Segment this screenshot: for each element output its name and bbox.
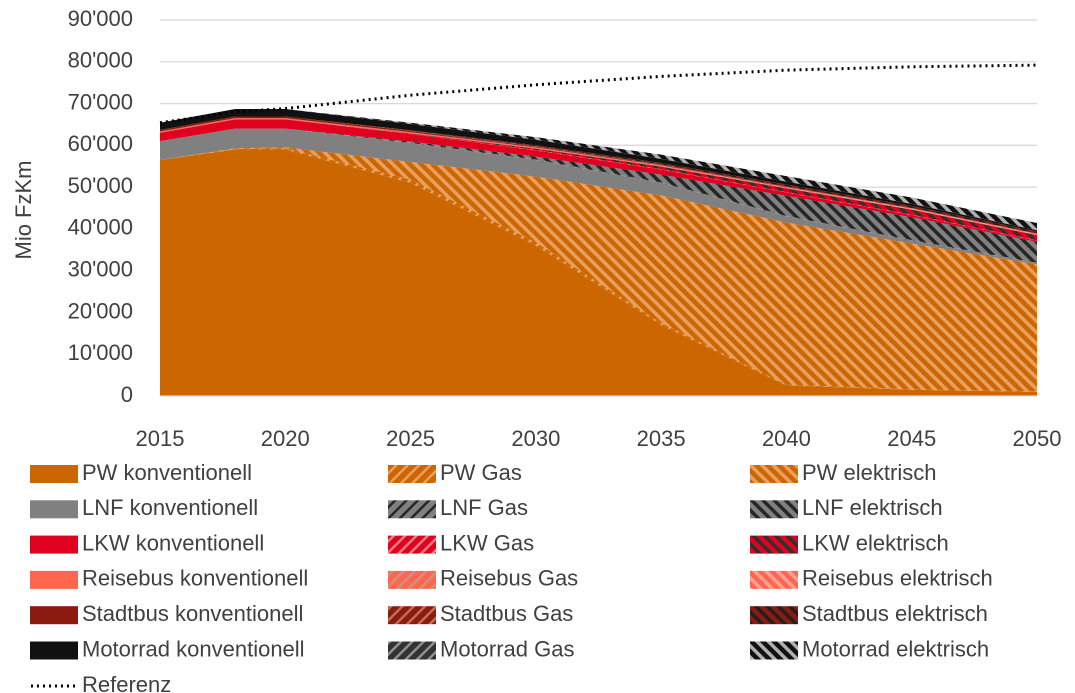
legend-label: Reisebus Gas	[440, 566, 578, 591]
y-tick-label: 30'000	[68, 256, 133, 281]
legend-swatch	[388, 465, 436, 483]
legend-item: LKW elektrisch	[750, 530, 949, 555]
legend-item: Referenz	[31, 672, 171, 693]
legend-item: LNF konventionell	[30, 495, 258, 520]
legend-swatch	[388, 641, 436, 660]
legend-item: Stadtbus elektrisch	[750, 601, 988, 626]
legend-label: Referenz	[82, 672, 171, 693]
legend-label: PW elektrisch	[802, 460, 936, 485]
legend-label: PW konventionell	[82, 460, 252, 485]
y-tick-label: 40'000	[68, 215, 133, 240]
legend-swatch	[30, 465, 78, 483]
legend-swatch	[750, 606, 798, 625]
legend-swatch	[388, 535, 436, 554]
legend-label: Motorrad Gas	[440, 636, 575, 661]
legend-label: Motorrad konventionell	[82, 636, 305, 661]
legend-swatch	[750, 500, 798, 519]
legend-label: LNF konventionell	[82, 495, 258, 520]
legend-item: LNF elektrisch	[750, 495, 943, 520]
x-tick-label: 2030	[511, 426, 560, 451]
x-tick-label: 2025	[386, 426, 435, 451]
x-tick-label: 2035	[637, 426, 686, 451]
legend-label: LKW Gas	[440, 530, 534, 555]
legend-label: LNF Gas	[440, 495, 528, 520]
y-tick-label: 50'000	[68, 173, 133, 198]
area	[160, 149, 1037, 396]
legend-item: LKW Gas	[388, 530, 534, 555]
legend-item: Motorrad konventionell	[30, 636, 305, 661]
legend-swatch	[30, 641, 78, 660]
legend-item: Stadtbus Gas	[388, 601, 573, 626]
legend-item: PW konventionell	[30, 460, 252, 485]
legend-label: Reisebus elektrisch	[802, 566, 993, 591]
legend-swatch	[388, 500, 436, 519]
y-tick-label: 0	[121, 382, 133, 407]
legend-item: Reisebus konventionell	[30, 566, 308, 591]
legend-label: LKW elektrisch	[802, 530, 949, 555]
legend-item: Motorrad Gas	[388, 636, 575, 661]
y-tick-label: 20'000	[68, 298, 133, 323]
x-tick-label: 2040	[762, 426, 811, 451]
legend-swatch	[30, 606, 78, 625]
legend-label: Stadtbus Gas	[440, 601, 573, 626]
y-tick-label: 80'000	[68, 48, 133, 73]
legend-swatch	[388, 570, 436, 589]
legend-label: LNF elektrisch	[802, 495, 943, 520]
legend-swatch	[750, 570, 798, 589]
legend-label: Stadtbus konventionell	[82, 601, 303, 626]
legend-swatch	[30, 500, 78, 519]
area	[160, 147, 1037, 392]
y-axis-title: Mio FzKm	[11, 161, 36, 260]
legend-item: PW Gas	[388, 460, 522, 485]
legend-swatch	[750, 641, 798, 660]
legend-swatch	[750, 465, 798, 483]
legend-item: PW elektrisch	[750, 460, 936, 485]
legend-swatch	[30, 570, 78, 589]
legend-swatch	[750, 535, 798, 554]
legend-item: Reisebus Gas	[388, 566, 578, 591]
x-tick-label: 2050	[1013, 426, 1062, 451]
legend-label: LKW konventionell	[82, 530, 264, 555]
x-tick-label: 2045	[887, 426, 936, 451]
x-tick-label: 2015	[136, 426, 185, 451]
legend-item: LKW konventionell	[30, 530, 264, 555]
x-tick-label: 2020	[261, 426, 310, 451]
legend-swatch	[30, 535, 78, 554]
y-tick-label: 10'000	[68, 340, 133, 365]
legend-item: Motorrad elektrisch	[750, 636, 989, 661]
legend-label: PW Gas	[440, 460, 522, 485]
legend-label: Stadtbus elektrisch	[802, 601, 988, 626]
legend-item: LNF Gas	[388, 495, 528, 520]
legend-swatch	[388, 606, 436, 625]
y-tick-label: 60'000	[68, 131, 133, 156]
y-tick-label: 90'000	[68, 6, 133, 31]
y-tick-label: 70'000	[68, 89, 133, 114]
legend-label: Reisebus konventionell	[82, 566, 308, 591]
area	[160, 128, 1037, 265]
legend-item: Reisebus elektrisch	[750, 566, 993, 591]
legend-label: Motorrad elektrisch	[802, 636, 989, 661]
legend-item: Stadtbus konventionell	[30, 601, 303, 626]
